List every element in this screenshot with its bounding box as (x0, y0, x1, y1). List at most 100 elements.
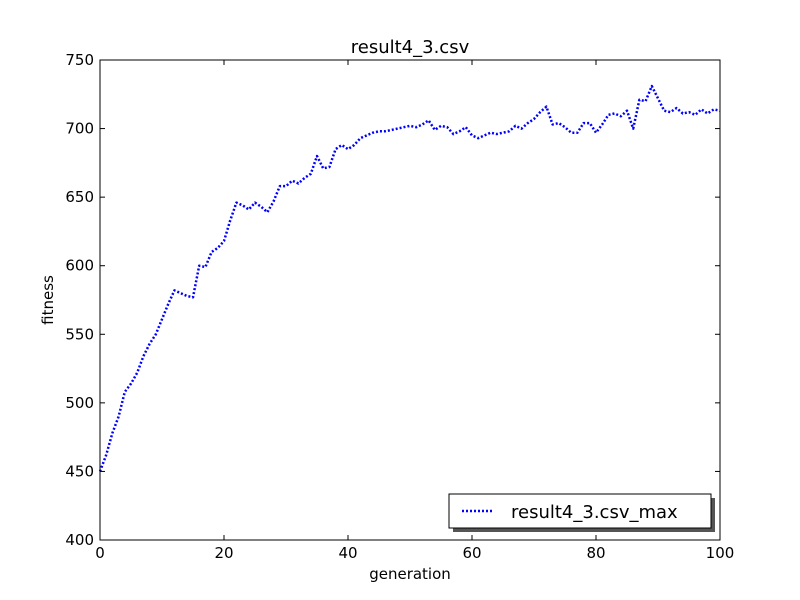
data-point (230, 220, 231, 221)
x-tick-label: 100 (706, 544, 735, 562)
data-point (471, 135, 472, 136)
data-point (546, 106, 547, 107)
series-line-result4-3-csv-max (98, 84, 721, 472)
legend-box (448, 493, 712, 529)
data-point (335, 149, 336, 150)
data-point (484, 135, 485, 136)
data-point (447, 127, 448, 128)
data-point (186, 295, 187, 296)
data-point (533, 118, 534, 119)
data-point (558, 122, 559, 123)
data-point (366, 135, 367, 136)
y-tick-label: 700 (65, 120, 94, 138)
data-point (422, 124, 423, 125)
x-tick-label: 20 (214, 544, 233, 562)
data-point (620, 116, 621, 117)
data-point (521, 128, 522, 129)
data-point (360, 138, 361, 139)
legend-label: result4_3.csv_max (511, 502, 678, 523)
data-point (577, 132, 578, 133)
data-point (571, 132, 572, 133)
data-point (440, 125, 441, 126)
x-tick-label: 0 (95, 544, 105, 562)
data-point (199, 265, 200, 266)
legend: result4_3.csv_max (448, 493, 715, 532)
data-point (143, 356, 144, 357)
y-axis: 400 450 500 550 600 650 700 750 (65, 51, 720, 549)
data-point (453, 133, 454, 134)
y-tick-label: 600 (65, 257, 94, 275)
data-point (236, 202, 237, 203)
plot-frame (99, 59, 721, 541)
data-point (502, 132, 503, 133)
data-point (564, 127, 565, 128)
data-point (639, 99, 640, 100)
data-point (707, 113, 708, 114)
y-tick-label: 450 (65, 462, 94, 480)
data-point (310, 173, 311, 174)
data-point (688, 112, 689, 113)
data-point (248, 209, 249, 210)
data-point (527, 122, 528, 123)
x-axis: 0 20 40 60 80 100 (95, 60, 734, 562)
data-point (372, 132, 373, 133)
data-point (614, 113, 615, 114)
x-tick-label: 60 (462, 544, 481, 562)
y-tick-label: 550 (65, 325, 94, 343)
data-point (347, 149, 348, 150)
data-point (428, 120, 429, 121)
data-point (124, 391, 125, 392)
y-tick-label: 400 (65, 531, 94, 549)
data-point (354, 144, 355, 145)
data-point (223, 240, 224, 241)
data-point (304, 177, 305, 178)
data-point (279, 186, 280, 187)
data-point (155, 334, 156, 335)
data-point (292, 180, 293, 181)
data-point (118, 416, 119, 417)
data-point (670, 112, 671, 113)
y-tick-label: 500 (65, 394, 94, 412)
data-point (657, 98, 658, 99)
data-point (273, 201, 274, 202)
data-point (416, 127, 417, 128)
data-point (589, 122, 590, 123)
data-point (323, 168, 324, 169)
data-point (180, 293, 181, 294)
data-point (329, 166, 330, 167)
data-point (490, 132, 491, 133)
data-point (192, 297, 193, 298)
data-point (509, 131, 510, 132)
plot-background (100, 60, 720, 540)
data-point (397, 128, 398, 129)
data-point (149, 343, 150, 344)
data-point (713, 109, 714, 110)
series-layer (98, 84, 721, 472)
data-point (161, 319, 162, 320)
x-tick-label: 40 (338, 544, 357, 562)
data-point (540, 112, 541, 113)
data-point (174, 290, 175, 291)
data-point (391, 129, 392, 130)
data-point (515, 125, 516, 126)
data-point (261, 206, 262, 207)
data-point (602, 124, 603, 125)
data-point (409, 125, 410, 126)
data-point (595, 132, 596, 133)
data-point (211, 251, 212, 252)
data-point (701, 109, 702, 110)
data-point (645, 101, 646, 102)
data-point (217, 247, 218, 248)
data-point (608, 114, 609, 115)
data-point (378, 131, 379, 132)
data-point (633, 128, 634, 129)
data-point (465, 127, 466, 128)
data-point (205, 266, 206, 267)
y-tick-label: 750 (65, 51, 94, 69)
data-point (682, 113, 683, 114)
y-tick-label: 650 (65, 188, 94, 206)
data-point (112, 432, 113, 433)
data-point (459, 131, 460, 132)
data-point (583, 122, 584, 123)
